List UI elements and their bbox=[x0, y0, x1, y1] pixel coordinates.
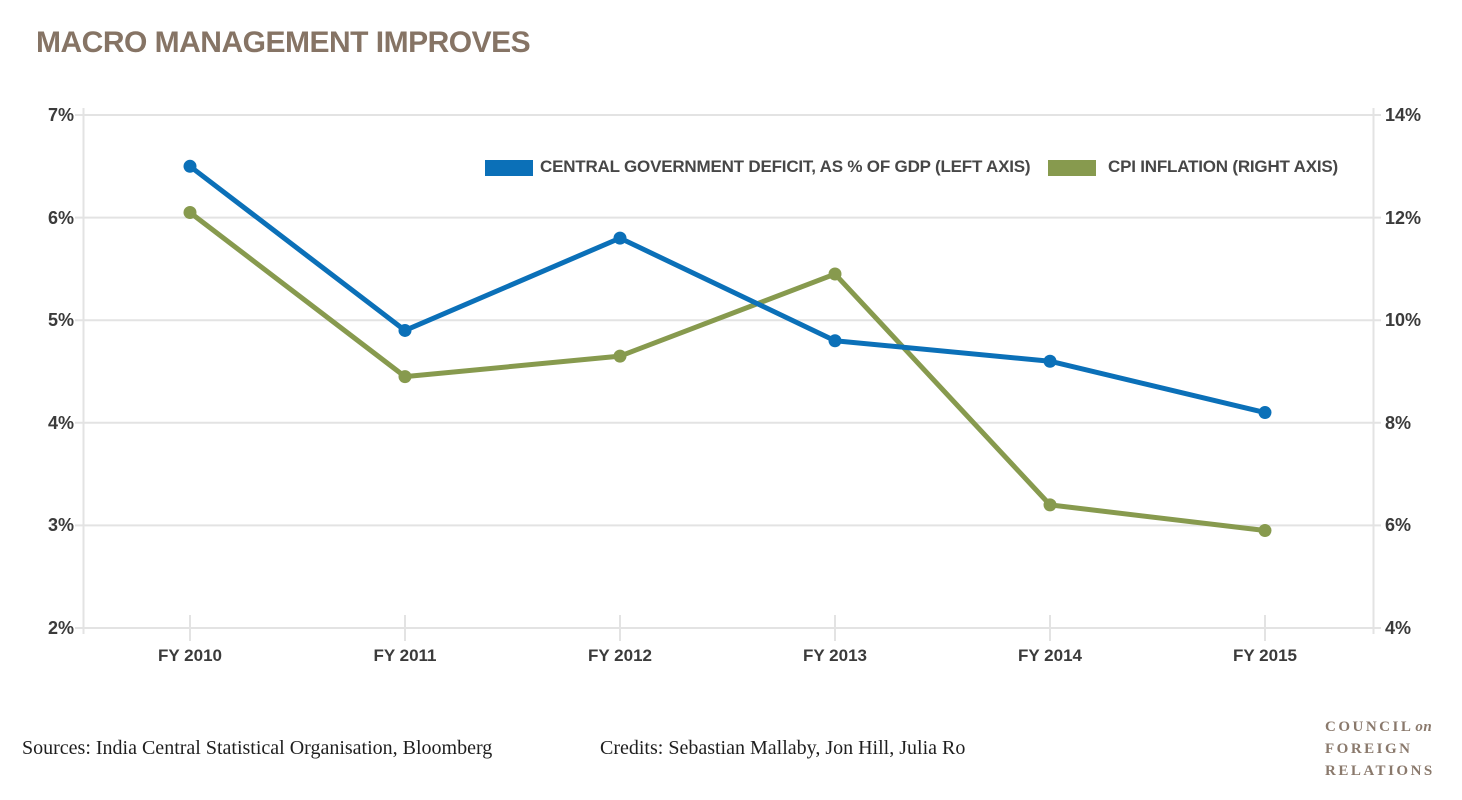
legend-label-cpi: CPI INFLATION (RIGHT AXIS) bbox=[1108, 157, 1338, 176]
footer-credits: Credits: Sebastian Mallaby, Jon Hill, Ju… bbox=[600, 737, 966, 759]
footer-sources: Sources: India Central Statistical Organ… bbox=[22, 737, 493, 759]
right-axis-tick-label: 12% bbox=[1385, 207, 1422, 228]
x-axis-tick-label: FY 2013 bbox=[803, 646, 867, 665]
logo-line-relations: RELATIONS bbox=[1325, 763, 1435, 779]
chart-title: MACRO MANAGEMENT IMPROVES bbox=[36, 26, 531, 59]
cfr-logo: COUNCIL on FOREIGN RELATIONS bbox=[1325, 716, 1435, 782]
logo-line-foreign: FOREIGN bbox=[1325, 741, 1413, 757]
logo-line-council: COUNCIL on bbox=[1325, 719, 1433, 735]
right-axis-tick-label: 6% bbox=[1385, 515, 1412, 536]
right-axis-tick-label: 8% bbox=[1385, 412, 1412, 433]
logo-on-word: on bbox=[1415, 719, 1433, 735]
legend-label-deficit: CENTRAL GOVERNMENT DEFICIT, AS % OF GDP … bbox=[540, 157, 1031, 176]
x-axis-tick-label: FY 2012 bbox=[588, 646, 652, 665]
left-axis-tick-label: 4% bbox=[47, 412, 74, 433]
left-axis-tick-label: 3% bbox=[47, 515, 74, 536]
x-axis-tick-label: FY 2010 bbox=[158, 646, 222, 665]
x-axis-tick-label: FY 2014 bbox=[1018, 646, 1082, 665]
left-axis-tick-label: 2% bbox=[47, 618, 74, 638]
right-axis-tick-label: 4% bbox=[1385, 618, 1412, 638]
right-axis-tick-label: 14% bbox=[1385, 105, 1422, 125]
left-axis-tick-label: 5% bbox=[47, 310, 74, 331]
x-axis-tick-label: FY 2011 bbox=[373, 646, 437, 665]
line-chart bbox=[75, 108, 1381, 641]
left-axis-tick-label: 6% bbox=[47, 207, 74, 228]
legend-swatch-deficit bbox=[485, 160, 533, 176]
legend-swatch-cpi bbox=[1048, 160, 1096, 176]
left-axis-tick-label: 7% bbox=[47, 105, 74, 125]
right-axis-tick-label: 10% bbox=[1385, 310, 1422, 331]
x-axis-tick-label: FY 2015 bbox=[1233, 646, 1297, 665]
